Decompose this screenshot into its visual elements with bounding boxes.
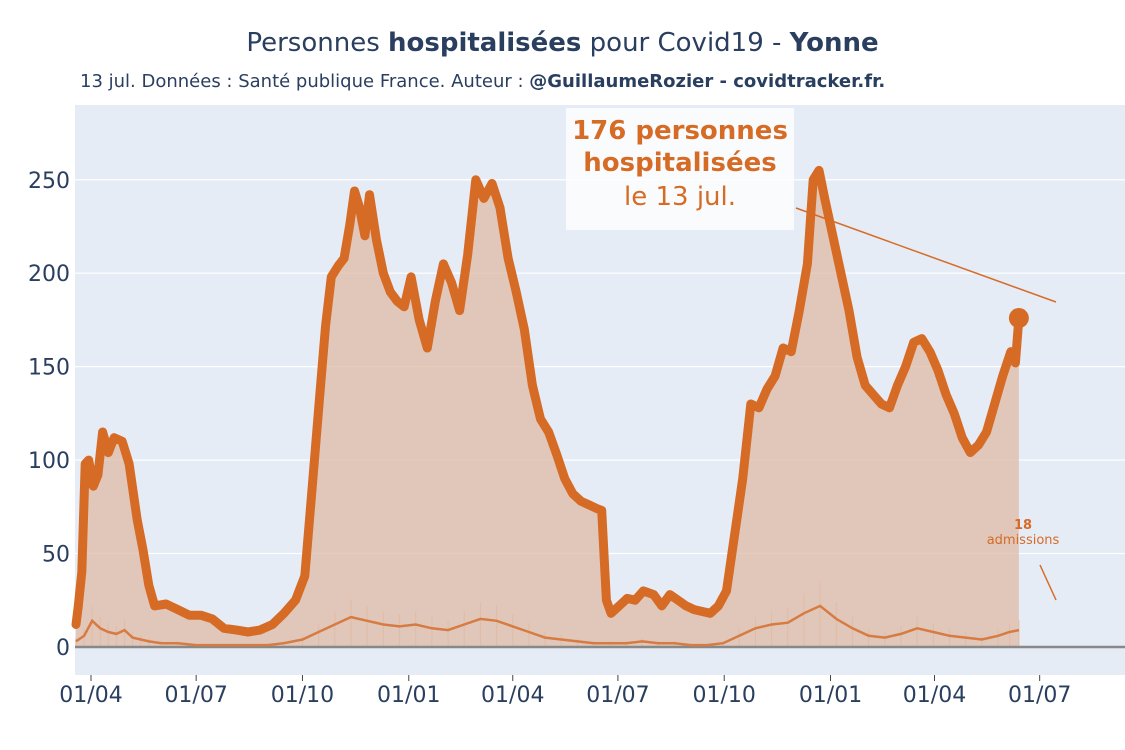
x-tick-label: 01/04: [59, 683, 122, 708]
x-tick-label: 01/07: [1008, 683, 1071, 708]
y-tick-label: 50: [42, 543, 70, 568]
admissions-value: 18: [1013, 518, 1033, 533]
x-tick-label: 01/07: [586, 683, 649, 708]
last-value-annotation: 176 personnes hospitalisées le 13 jul.: [566, 108, 794, 230]
y-axis-ticks: 0 50 100 150 200 250: [28, 169, 70, 661]
chart-title: Personnes hospitalisées pour Covid19 - Y…: [246, 28, 879, 58]
hospitalisation-line: [71, 165, 1024, 637]
y-tick-label: 150: [28, 356, 70, 381]
admissions-line: [75, 604, 1020, 647]
admissions-arrow: [1039, 564, 1057, 601]
y-tick-label: 250: [28, 169, 70, 194]
y-tick-label: 200: [28, 262, 70, 287]
x-tick-label: 01/10: [271, 683, 334, 708]
annotation-arrow: [795, 207, 1057, 303]
x-tick-label: 01/04: [903, 683, 966, 708]
x-tick-label: 01/01: [377, 683, 440, 708]
admissions-label: admissions: [986, 533, 1060, 548]
chart-subtitle: 13 jul. Données : Santé publique France.…: [80, 71, 886, 92]
y-tick-label: 100: [28, 449, 70, 474]
x-tick-label: 01/04: [481, 683, 544, 708]
x-tick-label: 01/07: [164, 683, 227, 708]
annotation-line-3: le 13 jul.: [623, 182, 737, 212]
y-tick-label: 0: [56, 636, 70, 661]
annotation-line-2: hospitalisées: [583, 148, 777, 178]
last-value-marker: [1008, 308, 1029, 329]
x-axis-ticks: 01/04 01/07 01/10 01/01 01/04 01/07 01/10 01/01…: [59, 675, 1071, 708]
admissions-annotation: 18 admissions: [960, 518, 1086, 548]
x-tick-label: 01/10: [693, 683, 756, 708]
annotation-line-1: 176 personnes: [572, 116, 788, 146]
x-tick-label: 01/01: [799, 683, 862, 708]
